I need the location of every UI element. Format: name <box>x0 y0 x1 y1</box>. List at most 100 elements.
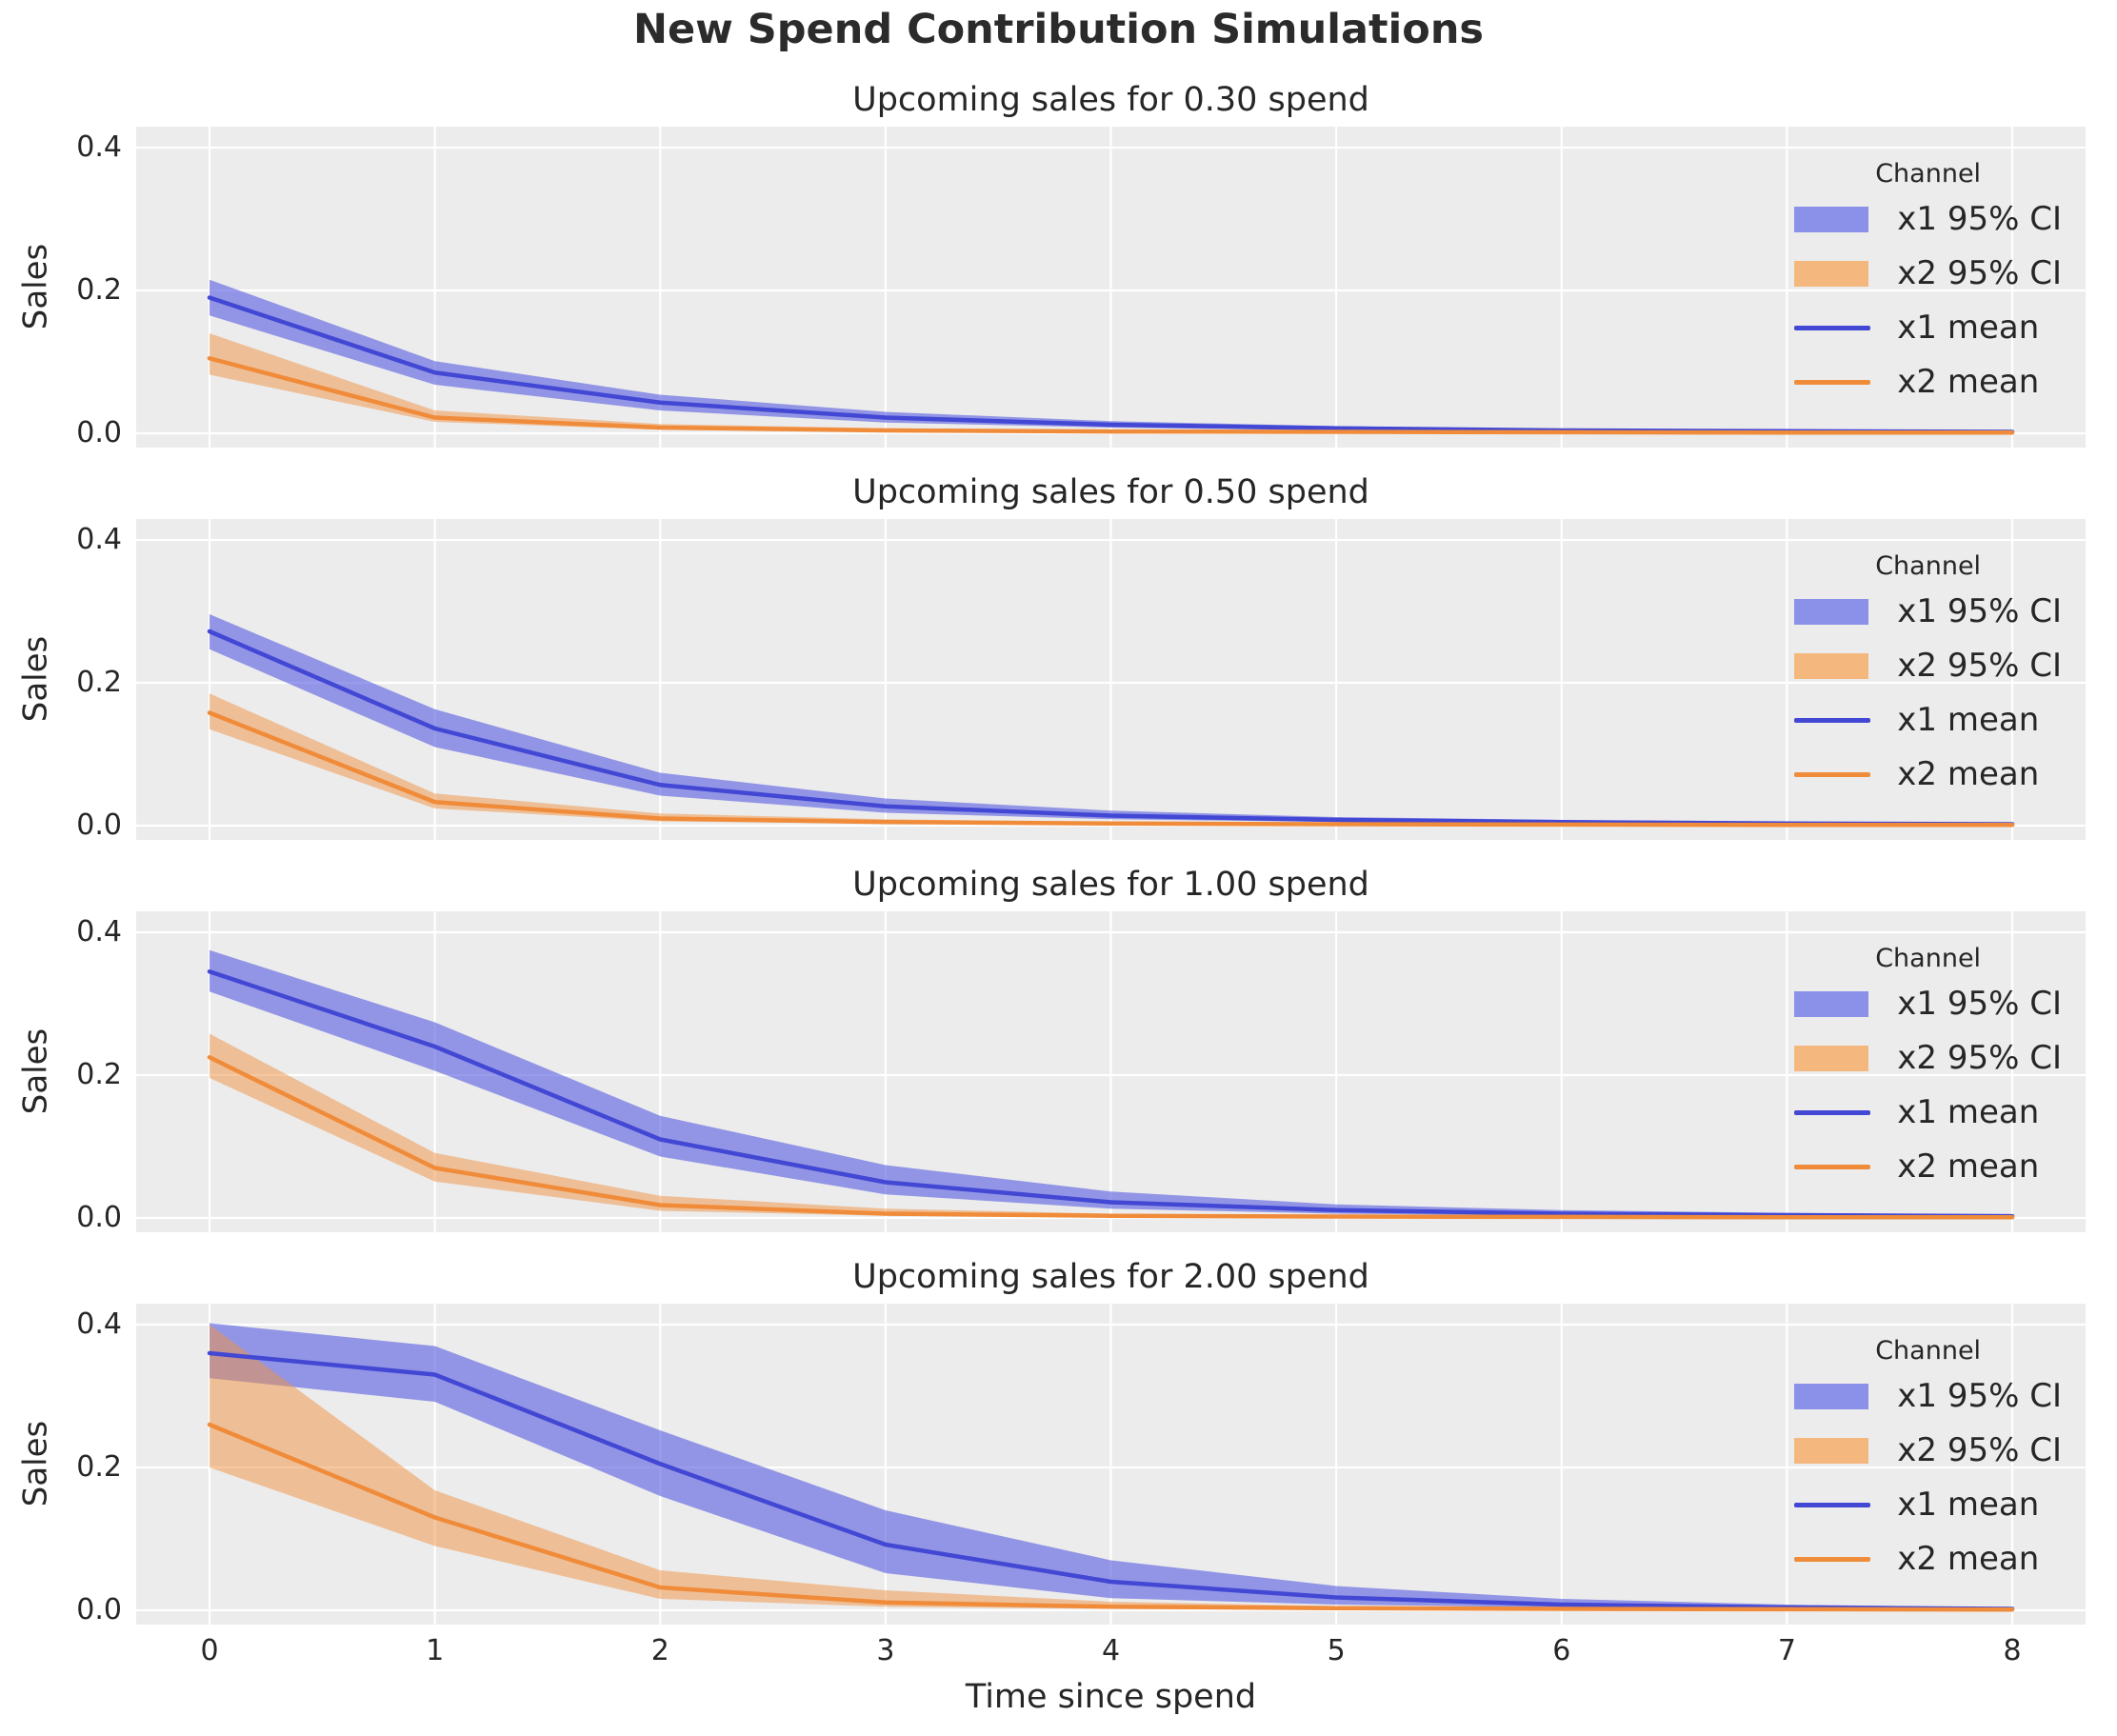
legend-label: x1 95% CI <box>1897 1377 2062 1415</box>
x-tick-label: 4 <box>1101 1634 1121 1667</box>
legend-label: x1 mean <box>1897 1093 2040 1131</box>
x2-mean-line <box>207 1055 2015 1220</box>
legend: Channel x1 95% CI x2 95% CI x1 mean x2 mean <box>1794 157 2062 401</box>
legend-entry-x2-mean: x2 mean <box>1794 755 2062 793</box>
x-tick-label: 5 <box>1327 1634 1346 1667</box>
subplot-title: Upcoming sales for 2.00 spend <box>852 1258 1369 1296</box>
legend-entry-x1-95-ci: x1 95% CI <box>1794 592 2062 630</box>
mean-line-swatch-icon <box>1794 1556 1871 1562</box>
legend-label: x2 mean <box>1897 1540 2040 1578</box>
legend-entry-x1-95-ci: x1 95% CI <box>1794 1377 2062 1415</box>
ci-patch-swatch-icon <box>1794 652 1870 679</box>
legend-title: Channel <box>1875 944 1982 973</box>
legend-entry-x1-mean: x1 mean <box>1794 309 2062 347</box>
subplot-title: Upcoming sales for 1.00 spend <box>852 866 1369 904</box>
ci-patch-swatch-icon <box>1794 1383 1870 1409</box>
y-tick-label: 0.4 <box>76 523 122 556</box>
legend-entry-x1-mean: x1 mean <box>1794 1093 2062 1131</box>
mean-line-swatch-icon <box>1794 1109 1871 1115</box>
y-tick-label: 0.4 <box>76 130 122 164</box>
x-tick-label: 8 <box>2003 1634 2022 1667</box>
legend-entry-x1-mean: x1 mean <box>1794 1486 2062 1524</box>
y-tick-label: 0.0 <box>76 1201 122 1234</box>
legend-entry-x1-mean: x1 mean <box>1794 701 2062 739</box>
y-axis-label: Sales <box>16 243 55 330</box>
legend: Channel x1 95% CI x2 95% CI x1 mean x2 mean <box>1794 1334 2062 1578</box>
mean-line-swatch-icon <box>1794 771 1871 777</box>
subplot-axes <box>136 519 2086 840</box>
legend-entry-x2-95-ci: x2 95% CI <box>1794 1039 2062 1077</box>
ci-patch-swatch-icon <box>1794 1437 1870 1464</box>
x1-mean-line <box>207 969 2015 1219</box>
mean-line-swatch-icon <box>1794 1502 1871 1507</box>
legend-entry-x2-95-ci: x2 95% CI <box>1794 1431 2062 1469</box>
legend-label: x2 mean <box>1897 1147 2040 1186</box>
legend-label: x1 95% CI <box>1897 985 2062 1023</box>
legend: Channel x1 95% CI x2 95% CI x1 mean x2 mean <box>1794 942 2062 1186</box>
y-tick-label: 0.0 <box>76 416 122 449</box>
ci-patch-swatch-icon <box>1794 990 1870 1017</box>
legend-title: Channel <box>1875 1336 1982 1366</box>
legend-label: x2 mean <box>1897 363 2040 401</box>
x-axis-label: Time since spend <box>965 1678 1257 1716</box>
y-tick-label: 0.4 <box>76 1307 122 1341</box>
mean-line-swatch-icon <box>1794 379 1871 385</box>
y-axis-label: Sales <box>16 635 55 723</box>
mean-line-swatch-icon <box>1794 1164 1871 1169</box>
ci-patch-swatch-icon <box>1794 206 1870 232</box>
subplot-axes <box>136 1304 2086 1625</box>
x1-ci-band <box>210 1323 2012 1610</box>
legend-label: x1 95% CI <box>1897 592 2062 630</box>
y-tick-label: 0.0 <box>76 1593 122 1626</box>
y-tick-label: 0.4 <box>76 915 122 948</box>
x2-mean-line <box>207 710 2015 828</box>
legend: Channel x1 95% CI x2 95% CI x1 mean x2 mean <box>1794 549 2062 793</box>
x1-mean-line <box>207 1350 2015 1611</box>
ci-patch-swatch-icon <box>1794 1045 1870 1071</box>
y-axis-label: Sales <box>16 1028 55 1115</box>
x-tick-label: 6 <box>1552 1634 1571 1667</box>
mean-line-swatch-icon <box>1794 717 1871 723</box>
legend-label: x2 95% CI <box>1897 1431 2062 1469</box>
subplot-axes <box>136 127 2086 448</box>
subplot-title: Upcoming sales for 0.30 spend <box>852 81 1369 119</box>
x-tick-label: 1 <box>426 1634 445 1667</box>
subplot-title: Upcoming sales for 0.50 spend <box>852 473 1369 511</box>
ci-patch-swatch-icon <box>1794 260 1870 287</box>
legend-label: x2 95% CI <box>1897 1039 2062 1077</box>
y-tick-label: 0.2 <box>76 273 122 307</box>
x2-mean-line <box>207 356 2015 435</box>
legend-label: x2 95% CI <box>1897 254 2062 292</box>
x1-ci-band <box>210 949 2012 1217</box>
legend-entry-x2-mean: x2 mean <box>1794 1540 2062 1578</box>
x-tick-label: 3 <box>876 1634 895 1667</box>
legend-entry-x1-95-ci: x1 95% CI <box>1794 985 2062 1023</box>
x-tick-label: 0 <box>200 1634 219 1667</box>
legend-entry-x2-95-ci: x2 95% CI <box>1794 647 2062 685</box>
legend-title: Channel <box>1875 159 1982 189</box>
legend-label: x1 mean <box>1897 701 2040 739</box>
y-tick-label: 0.2 <box>76 1058 122 1091</box>
ci-patch-swatch-icon <box>1794 598 1870 625</box>
legend-label: x1 95% CI <box>1897 200 2062 238</box>
subplot-axes <box>136 911 2086 1232</box>
y-tick-label: 0.2 <box>76 666 122 699</box>
y-tick-label: 0.2 <box>76 1450 122 1484</box>
legend-entry-x2-mean: x2 mean <box>1794 1147 2062 1186</box>
legend-label: x1 mean <box>1897 1486 2040 1524</box>
legend-label: x2 95% CI <box>1897 647 2062 685</box>
y-axis-label: Sales <box>16 1420 55 1507</box>
x-tick-label: 2 <box>650 1634 669 1667</box>
x-tick-label: 7 <box>1777 1634 1796 1667</box>
y-tick-label: 0.0 <box>76 808 122 842</box>
legend-label: x2 mean <box>1897 755 2040 793</box>
legend-label: x1 mean <box>1897 309 2040 347</box>
mean-line-swatch-icon <box>1794 325 1871 330</box>
figure-title: New Spend Contribution Simulations <box>632 6 1485 53</box>
legend-title: Channel <box>1875 551 1982 581</box>
legend-entry-x2-mean: x2 mean <box>1794 363 2062 401</box>
x2-mean-line <box>207 1422 2015 1612</box>
legend-entry-x2-95-ci: x2 95% CI <box>1794 254 2062 292</box>
legend-entry-x1-95-ci: x1 95% CI <box>1794 200 2062 238</box>
